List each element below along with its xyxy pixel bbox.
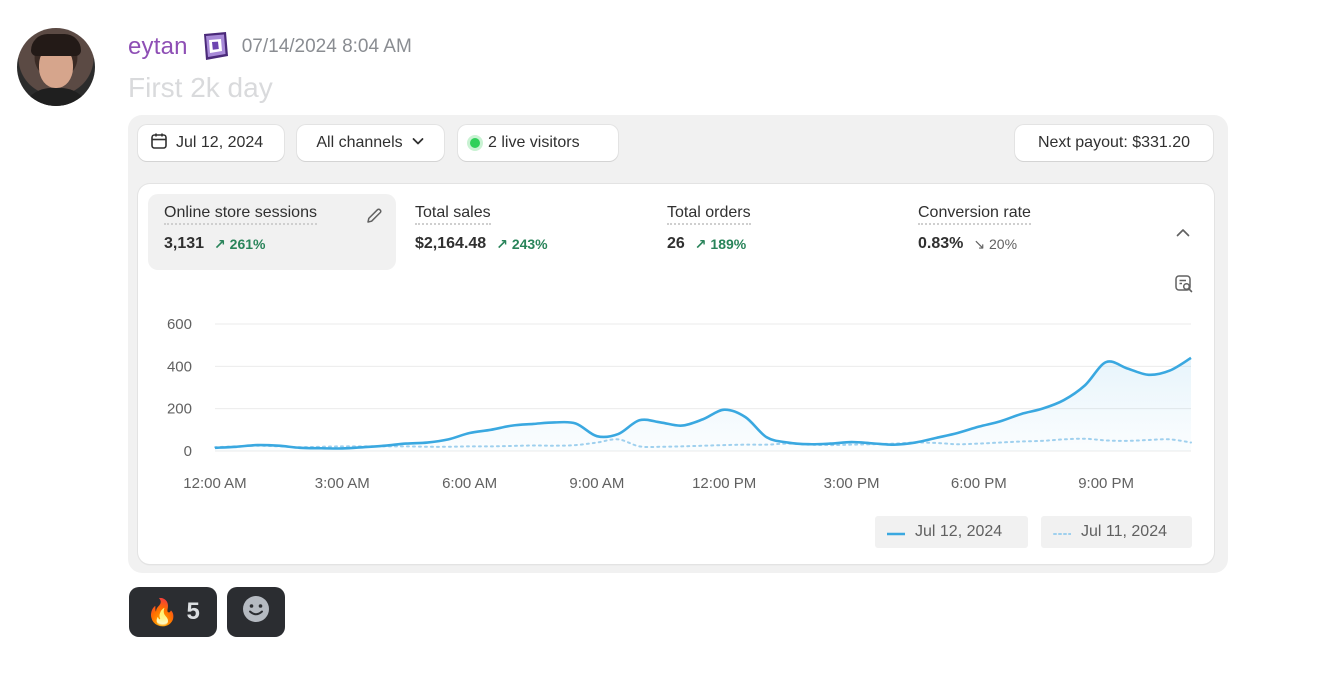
channels-label: All channels — [316, 134, 403, 151]
chart-x-ticks: 12:00 AM 3:00 AM 6:00 AM 9:00 AM 12:00 PM 3:0… — [183, 475, 1134, 492]
chevron-up-icon[interactable] — [1174, 224, 1192, 247]
fire-emoji-icon: 🔥 — [146, 596, 179, 627]
x-tick-label: 9:00 AM — [569, 475, 624, 492]
metric-change-value: 189% — [710, 235, 747, 252]
legend-solid-line-icon — [887, 523, 905, 541]
metric-label: Online store sessions — [164, 204, 317, 225]
payout-label: Next payout: $331.20 — [1037, 134, 1191, 151]
metric-total-orders[interactable]: Total orders 26 ↗ 189% — [651, 194, 891, 270]
chevron-down-icon — [411, 134, 425, 153]
metric-change-value: 261% — [229, 235, 266, 252]
metric-change-value: 243% — [511, 235, 548, 252]
metric-change: ↗ 189% — [694, 235, 747, 252]
metric-change: ↗ 261% — [214, 235, 266, 252]
x-tick-label: 3:00 PM — [824, 475, 880, 492]
legend-item-jul-12[interactable]: Jul 12, 2024 — [875, 516, 1028, 548]
metric-value: 3,131 — [164, 235, 205, 252]
x-tick-label: 12:00 PM — [692, 475, 756, 492]
series-line-jul-12 — [214, 356, 1192, 450]
metric-label: Conversion rate — [918, 204, 1031, 225]
x-tick-label: 12:00 AM — [183, 475, 246, 492]
y-tick-label: 600 — [167, 316, 192, 333]
next-payout-button[interactable]: Next payout: $331.20 — [1015, 125, 1213, 161]
metric-value: $2,164.48 — [415, 235, 487, 252]
metric-online-store-sessions[interactable]: Online store sessions 3,131 ↗ 261% — [148, 194, 396, 270]
add-reaction-button[interactable] — [227, 587, 285, 637]
guild-tag-badge-icon — [198, 30, 232, 64]
series-area-jul-12 — [215, 357, 1191, 451]
metric-value: 0.83% — [918, 235, 964, 252]
metric-conversion-rate[interactable]: Conversion rate 0.83% ↘ 20% — [902, 194, 1142, 270]
date-label: Jul 12, 2024 — [176, 134, 264, 151]
metric-change: ↗ 243% — [496, 235, 548, 252]
x-tick-label: 9:00 PM — [1078, 475, 1134, 492]
metric-label: Total orders — [667, 204, 751, 225]
smiley-icon — [241, 594, 271, 631]
legend-label: Jul 12, 2024 — [915, 523, 1003, 540]
y-tick-label: 200 — [167, 401, 192, 418]
date-picker-button[interactable]: Jul 12, 2024 — [138, 125, 284, 161]
metric-total-sales[interactable]: Total sales $2,164.48 ↗ 243% — [399, 194, 639, 270]
x-tick-label: 6:00 PM — [951, 475, 1007, 492]
x-tick-label: 3:00 AM — [315, 475, 370, 492]
avatar-hair — [31, 34, 81, 56]
live-dot-icon — [470, 138, 480, 148]
analytics-image-embed[interactable]: Jul 12, 2024 All channels 2 live visitor… — [128, 115, 1228, 573]
user-avatar[interactable] — [17, 28, 95, 106]
reaction-count: 5 — [186, 598, 200, 625]
reaction-fire[interactable]: 🔥 5 — [129, 587, 217, 637]
live-visitors-label: 2 live visitors — [488, 134, 580, 151]
pencil-icon[interactable] — [364, 206, 384, 231]
legend-item-jul-11[interactable]: Jul 11, 2024 — [1041, 516, 1192, 548]
channels-dropdown[interactable]: All channels — [297, 125, 444, 161]
avatar-shirt — [21, 88, 91, 106]
message-timestamp: 07/14/2024 8:04 AM — [241, 36, 412, 57]
message-header: eytan 07/14/2024 8:04 AM — [128, 30, 412, 64]
metric-change: ↘ 20% — [973, 235, 1018, 252]
y-tick-label: 400 — [167, 358, 192, 375]
legend-dotted-line-icon — [1053, 523, 1072, 541]
metric-change-value: 20% — [989, 235, 1018, 252]
chart-zoom-icon[interactable] — [1174, 274, 1194, 299]
legend-label: Jul 11, 2024 — [1081, 523, 1167, 540]
username[interactable]: eytan — [128, 33, 188, 60]
metrics-card: Online store sessions 3,131 ↗ 261% Total… — [138, 184, 1214, 564]
metric-label: Total sales — [415, 204, 491, 225]
chart-y-ticks: 0 200 400 600 — [167, 316, 192, 460]
message-text: First 2k day — [128, 72, 273, 103]
calendar-icon — [150, 132, 168, 155]
x-tick-label: 6:00 AM — [442, 475, 497, 492]
y-tick-label: 0 — [184, 443, 192, 460]
metric-value: 26 — [667, 235, 685, 252]
sessions-line-chart: 0 200 400 600 12:00 AM 3:00 AM 6:00 AM 9:00 AM… — [167, 316, 1192, 492]
live-visitors-button[interactable]: 2 live visitors — [458, 125, 618, 161]
